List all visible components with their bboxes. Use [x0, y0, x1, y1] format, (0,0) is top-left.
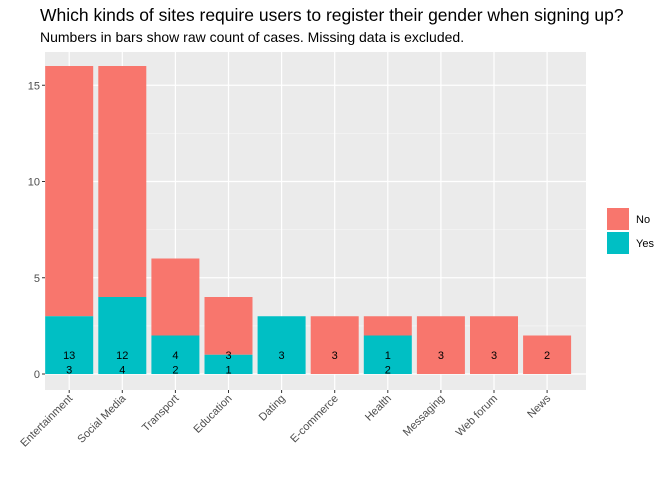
bar-yes	[257, 316, 306, 374]
bar-label-no: 3	[438, 350, 444, 362]
bar-label-yes: 1	[225, 365, 231, 377]
y-tick-label: 15	[28, 80, 40, 92]
y-tick-label: 0	[34, 369, 40, 381]
bar-label-no: 2	[544, 350, 550, 362]
bar-label-no: 3	[491, 350, 497, 362]
legend-key-yes	[607, 232, 629, 254]
x-tick-label: Entertainment	[18, 393, 75, 450]
bar-label-no: 3	[225, 350, 231, 362]
x-axis: Entertainment Social Media Transport Educat…	[18, 390, 554, 450]
bar-label-no: 3	[332, 350, 338, 362]
bar-label-no: 13	[63, 350, 75, 362]
bar-label-no: 4	[172, 350, 178, 362]
bar-no	[416, 316, 465, 374]
bar-label-yes: 2	[385, 365, 391, 377]
x-tick-label: E-commerce	[288, 393, 341, 446]
chart-subtitle: Numbers in bars show raw count of cases.…	[40, 29, 465, 45]
bar-label-yes: 4	[119, 365, 125, 377]
bar-label-yes: 3	[279, 350, 285, 362]
x-tick-label: Social Media	[75, 392, 129, 446]
bar-yes	[98, 297, 147, 374]
legend-label-yes: Yes	[636, 238, 654, 250]
bar-no	[151, 258, 200, 336]
x-tick-label: Dating	[257, 393, 288, 424]
bar-yes	[204, 354, 253, 374]
bar-label-no: 12	[116, 350, 128, 362]
x-tick-label: Web forum	[454, 393, 500, 439]
y-axis: 0 5 10 15	[28, 80, 45, 381]
bars	[45, 66, 572, 374]
bar-yes	[151, 335, 200, 374]
bar-label-yes: 3	[66, 365, 72, 377]
bar-no	[98, 66, 147, 297]
y-tick-label: 5	[34, 273, 40, 285]
x-tick-label: Messaging	[401, 393, 447, 439]
legend-label-no: No	[636, 214, 650, 226]
chart-title: Which kinds of sites require users to re…	[40, 5, 624, 25]
bar-no	[45, 66, 94, 317]
bar-label-no: 1	[385, 350, 391, 362]
bar-no	[363, 316, 412, 336]
bar-no	[204, 297, 253, 355]
legend-key-no	[607, 208, 629, 230]
x-tick-label: News	[525, 392, 553, 420]
y-tick-label: 10	[28, 177, 40, 189]
x-tick-label: Transport	[140, 393, 181, 434]
x-tick-label: Education	[192, 393, 235, 436]
bar-no	[470, 316, 518, 374]
legend: No Yes	[607, 208, 654, 254]
bar-no	[310, 316, 359, 374]
bar-yes	[45, 316, 94, 374]
bar-label-yes: 2	[172, 365, 178, 377]
bar-yes	[363, 335, 412, 374]
bar-no	[523, 335, 572, 374]
x-tick-label: Health	[363, 393, 394, 424]
